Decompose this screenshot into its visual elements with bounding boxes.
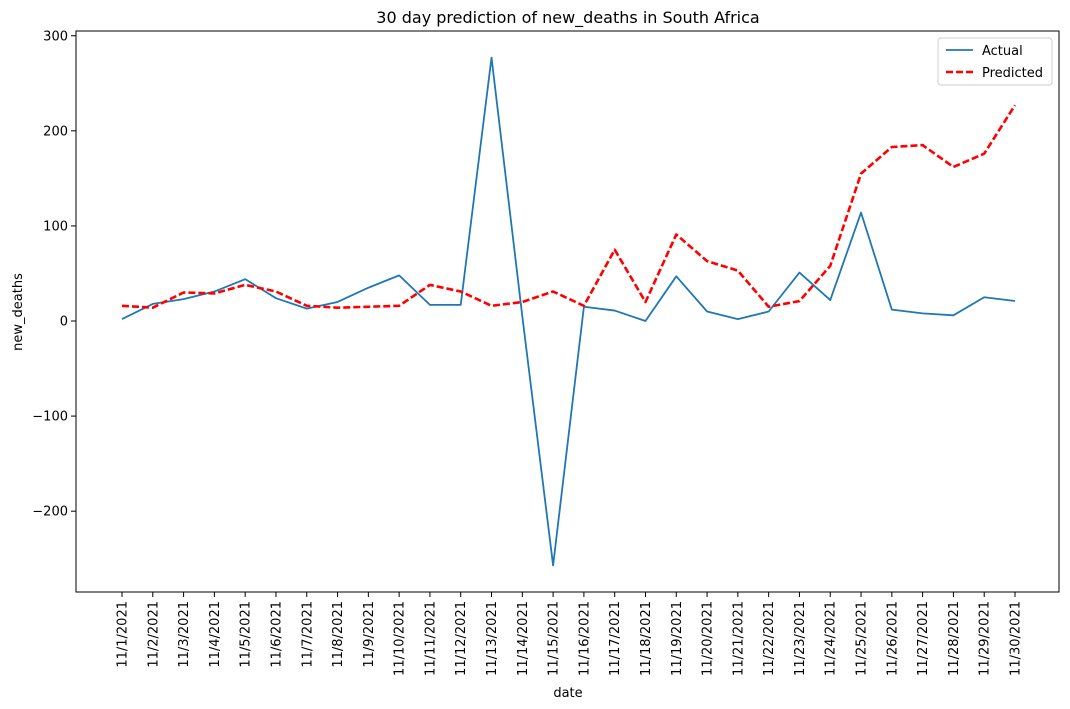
x-tick-label: 11/16/2021 xyxy=(577,601,592,676)
x-tick-label: 11/7/2021 xyxy=(300,601,315,668)
y-tick-label: −200 xyxy=(32,505,68,520)
x-tick-label: 11/30/2021 xyxy=(1009,601,1024,676)
x-tick-label: 11/1/2021 xyxy=(116,601,131,668)
plot-area xyxy=(75,30,1060,593)
x-tick-label: 11/18/2021 xyxy=(639,601,654,676)
x-tick-label: 11/9/2021 xyxy=(362,601,377,668)
x-tick-label: 11/5/2021 xyxy=(239,601,254,668)
y-axis: −200 −100 0 100 200 300 xyxy=(32,29,76,520)
x-tick-label: 11/2/2021 xyxy=(146,601,161,668)
x-tick-label: 11/14/2021 xyxy=(516,601,531,676)
x-tick-label: 11/8/2021 xyxy=(331,601,346,668)
y-tick-label: 0 xyxy=(60,315,68,330)
y-tick-label: 100 xyxy=(43,219,68,234)
x-tick-label: 11/10/2021 xyxy=(393,601,408,676)
x-axis-label: date xyxy=(553,686,582,701)
x-tick-label: 11/4/2021 xyxy=(208,601,223,668)
x-tick-label: 11/29/2021 xyxy=(978,601,993,676)
x-tick-label: 11/12/2021 xyxy=(454,601,469,676)
y-tick-label: −100 xyxy=(32,410,68,425)
x-tick-label: 11/13/2021 xyxy=(485,601,500,676)
series-line-actual xyxy=(121,56,1016,567)
x-tick-label: 11/23/2021 xyxy=(793,601,808,676)
y-axis-label: new_deaths xyxy=(11,273,26,351)
x-tick-label: 11/17/2021 xyxy=(608,601,623,676)
x-tick-label: 11/19/2021 xyxy=(670,601,685,676)
x-tick-label: 11/22/2021 xyxy=(762,601,777,676)
y-tick-label: 200 xyxy=(43,124,68,139)
x-tick-label: 11/11/2021 xyxy=(423,601,438,676)
x-tick-label: 11/21/2021 xyxy=(731,601,746,676)
legend-label-actual: Actual xyxy=(982,44,1023,59)
x-tick-label: 11/26/2021 xyxy=(885,601,900,676)
series-line-predicted xyxy=(121,104,1017,310)
x-tick-label: 11/3/2021 xyxy=(177,601,192,668)
x-tick-label: 11/25/2021 xyxy=(855,601,870,676)
x-tick-label: 11/15/2021 xyxy=(547,601,562,676)
x-tick-label: 11/24/2021 xyxy=(824,601,839,676)
chart-title: 30 day prediction of new_deaths in South… xyxy=(376,8,759,28)
x-axis: 11/1/2021 11/2/2021 11/3/2021 11/4/2021 11/5… xyxy=(116,592,1024,676)
y-tick-label: 300 xyxy=(43,29,68,44)
series-layer xyxy=(121,56,1017,567)
x-tick-label: 11/6/2021 xyxy=(269,601,284,668)
legend-label-predicted: Predicted xyxy=(982,66,1043,81)
legend: Actual Predicted xyxy=(937,37,1053,86)
x-tick-label: 11/20/2021 xyxy=(701,601,716,676)
x-tick-label: 11/27/2021 xyxy=(916,601,931,676)
x-tick-label: 11/28/2021 xyxy=(947,601,962,676)
